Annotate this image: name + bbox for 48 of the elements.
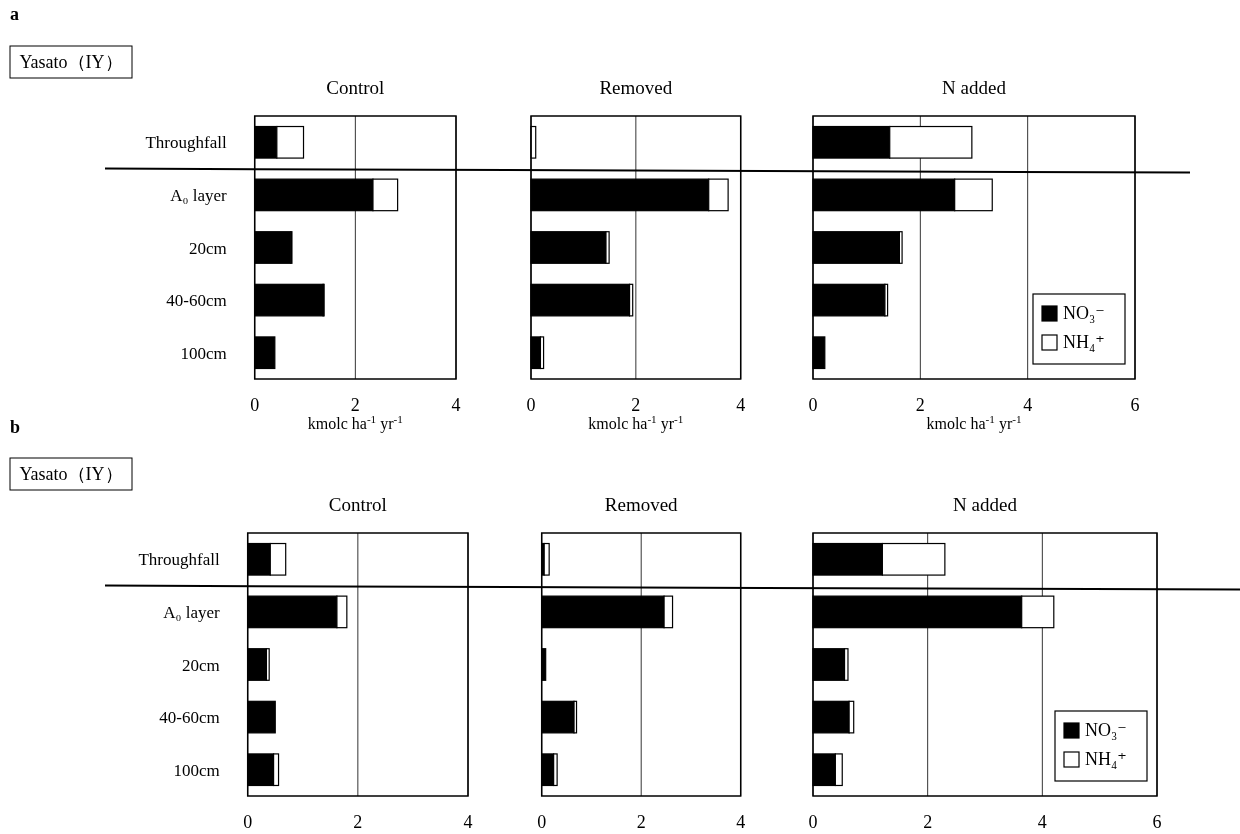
chart-title: N added [953, 494, 1018, 515]
x-tick-label: 2 [631, 395, 641, 415]
x-tick-label: 0 [250, 395, 260, 415]
legend-label: NO₃⁻ [1063, 303, 1105, 323]
y-tick-label: A₀ layer [170, 185, 228, 205]
text: b [10, 417, 21, 437]
y-tick-label: Throughfall [138, 550, 220, 570]
bar [543, 542, 550, 576]
x-tick-label: 4 [463, 812, 473, 832]
x-tick-label: 0 [526, 395, 536, 415]
x-tick-label: 6 [1130, 395, 1140, 415]
chart-title: Control [326, 77, 385, 98]
chart-title: Removed [604, 494, 679, 515]
legend-label: NH₄⁺ [1063, 332, 1105, 352]
x-tick-label: 2 [353, 812, 363, 832]
x-axis-title: kmolc ha$^{-1}$ yr$^{-1}$ [926, 413, 1022, 433]
text: Yasato（IY） [19, 52, 123, 72]
x-tick-label: 0 [243, 812, 253, 832]
chart-title: Control [328, 494, 387, 515]
y-tick-label: 40-60cm [159, 708, 220, 728]
y-tick-label: 20cm [188, 238, 227, 258]
x-tick-label: 6 [1152, 812, 1162, 832]
y-tick-label: A₀ layer [163, 602, 221, 622]
x-tick-label: 0 [808, 395, 818, 415]
legend-label: NO₃⁻ [1085, 720, 1127, 740]
x-tick-label: 2 [915, 395, 925, 415]
y-tick-label: 100cm [180, 343, 227, 363]
x-tick-label: 0 [537, 812, 547, 832]
chart-title: N added [942, 77, 1007, 98]
x-tick-label: 4 [736, 812, 746, 832]
x-tick-label: 2 [923, 812, 933, 832]
x-tick-label: 4 [1023, 395, 1033, 415]
x-tick-label: 0 [808, 812, 818, 832]
legend-label: NH₄⁺ [1085, 749, 1127, 769]
x-tick-label: 4 [736, 395, 746, 415]
y-tick-label: 100cm [173, 760, 220, 780]
x-axis-title: kmolc ha$^{-1}$ yr$^{-1}$ [307, 413, 403, 433]
text: a [10, 4, 19, 24]
x-tick-label: 2 [636, 812, 646, 832]
chart-title: Removed [599, 77, 673, 98]
x-tick-label: 2 [350, 395, 360, 415]
x-axis-title: kmolc ha$^{-1}$ yr$^{-1}$ [588, 413, 684, 433]
y-tick-label: 20cm [181, 655, 220, 675]
y-tick-label: Throughfall [145, 133, 227, 153]
x-tick-label: 4 [451, 395, 461, 415]
text: Yasato（IY） [19, 464, 123, 484]
y-tick-label: 40-60cm [166, 291, 227, 311]
x-tick-label: 4 [1037, 812, 1047, 832]
